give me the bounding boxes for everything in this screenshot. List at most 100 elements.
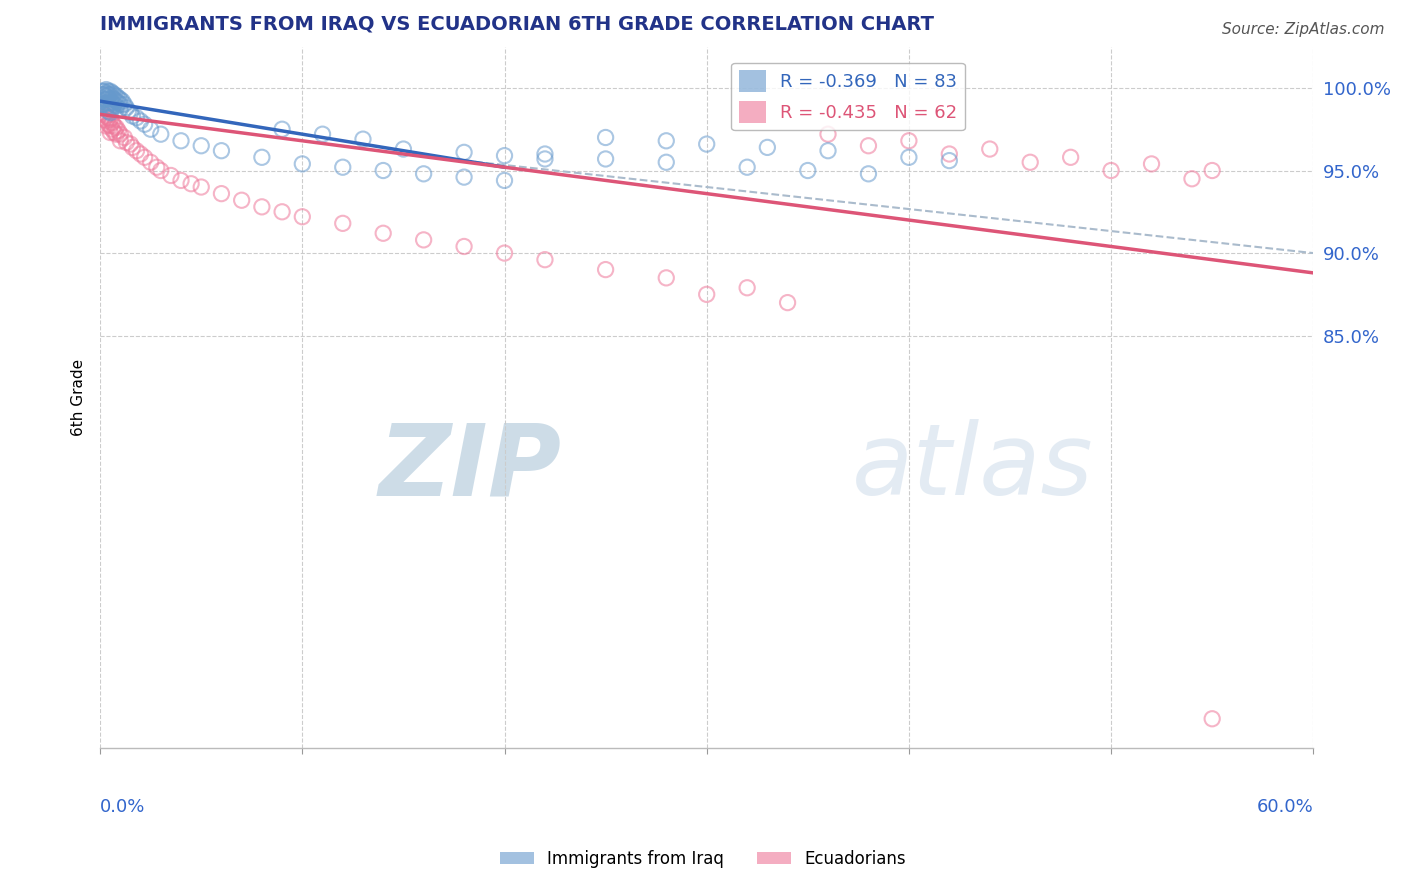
Point	[115, 101, 138, 115]
Point	[110, 127, 132, 141]
Text: 0.0%: 0.0%	[100, 797, 145, 815]
Point	[101, 122, 124, 136]
Point	[96, 93, 118, 107]
Point	[98, 84, 121, 98]
Point	[134, 150, 156, 164]
Point	[756, 140, 779, 154]
Point	[97, 84, 120, 98]
Point	[453, 170, 475, 185]
Point	[858, 138, 880, 153]
Point	[103, 119, 125, 133]
Point	[98, 95, 121, 110]
Point	[139, 122, 162, 136]
Point	[96, 82, 118, 96]
Point	[190, 180, 212, 194]
Point	[125, 111, 148, 125]
Text: ZIP: ZIP	[378, 419, 561, 516]
Point	[120, 137, 142, 152]
Point	[595, 152, 617, 166]
Point	[112, 130, 135, 145]
Point	[149, 127, 172, 141]
Point	[103, 126, 125, 140]
Text: IMMIGRANTS FROM IRAQ VS ECUADORIAN 6TH GRADE CORRELATION CHART: IMMIGRANTS FROM IRAQ VS ECUADORIAN 6TH G…	[100, 15, 934, 34]
Point	[817, 144, 839, 158]
Point	[938, 147, 960, 161]
Point	[101, 101, 124, 115]
Point	[1140, 157, 1163, 171]
Point	[91, 97, 114, 112]
Point	[110, 97, 132, 112]
Point	[170, 173, 193, 187]
Point	[453, 239, 475, 253]
Point	[98, 105, 121, 120]
Point	[105, 89, 128, 103]
Point	[453, 145, 475, 160]
Point	[91, 111, 114, 125]
Point	[735, 281, 758, 295]
Point	[332, 160, 354, 174]
Point	[107, 91, 129, 105]
Point	[897, 150, 920, 164]
Point	[817, 127, 839, 141]
Point	[332, 216, 354, 230]
Point	[91, 87, 114, 102]
Point	[93, 93, 115, 107]
Point	[98, 126, 121, 140]
Point	[105, 120, 128, 135]
Point	[101, 86, 124, 100]
Point	[97, 104, 120, 119]
Point	[91, 84, 114, 98]
Point	[101, 91, 124, 105]
Point	[98, 87, 121, 102]
Point	[107, 124, 129, 138]
Point	[776, 295, 799, 310]
Point	[595, 262, 617, 277]
Point	[93, 112, 115, 127]
Point	[115, 136, 138, 150]
Point	[655, 270, 678, 285]
Point	[93, 97, 115, 112]
Point	[91, 105, 114, 120]
Point	[96, 95, 118, 110]
Point	[897, 134, 920, 148]
Point	[97, 91, 120, 105]
Point	[373, 163, 395, 178]
Point	[105, 99, 128, 113]
Point	[534, 152, 557, 166]
Point	[97, 99, 120, 113]
Point	[231, 193, 253, 207]
Point	[696, 137, 718, 152]
Point	[112, 97, 135, 112]
Point	[1019, 155, 1042, 169]
Point	[96, 114, 118, 128]
Legend: Immigrants from Iraq, Ecuadorians: Immigrants from Iraq, Ecuadorians	[494, 844, 912, 875]
Point	[209, 144, 232, 158]
Point	[271, 204, 294, 219]
Point	[291, 210, 314, 224]
Point	[96, 101, 118, 115]
Point	[91, 91, 114, 105]
Point	[250, 200, 273, 214]
Point	[352, 132, 374, 146]
Point	[494, 149, 516, 163]
Point	[98, 119, 121, 133]
Point	[311, 127, 333, 141]
Point	[979, 142, 1001, 156]
Point	[190, 138, 212, 153]
Text: 60.0%: 60.0%	[1257, 797, 1313, 815]
Point	[129, 114, 152, 128]
Point	[655, 134, 678, 148]
Point	[160, 169, 183, 183]
Point	[101, 115, 124, 129]
Point	[696, 287, 718, 301]
Point	[121, 109, 143, 123]
Point	[96, 119, 118, 133]
Text: atlas: atlas	[852, 419, 1094, 516]
Point	[97, 111, 120, 125]
Point	[595, 130, 617, 145]
Y-axis label: 6th Grade: 6th Grade	[72, 359, 86, 436]
Point	[110, 93, 132, 107]
Point	[655, 155, 678, 169]
Point	[271, 122, 294, 136]
Point	[139, 155, 162, 169]
